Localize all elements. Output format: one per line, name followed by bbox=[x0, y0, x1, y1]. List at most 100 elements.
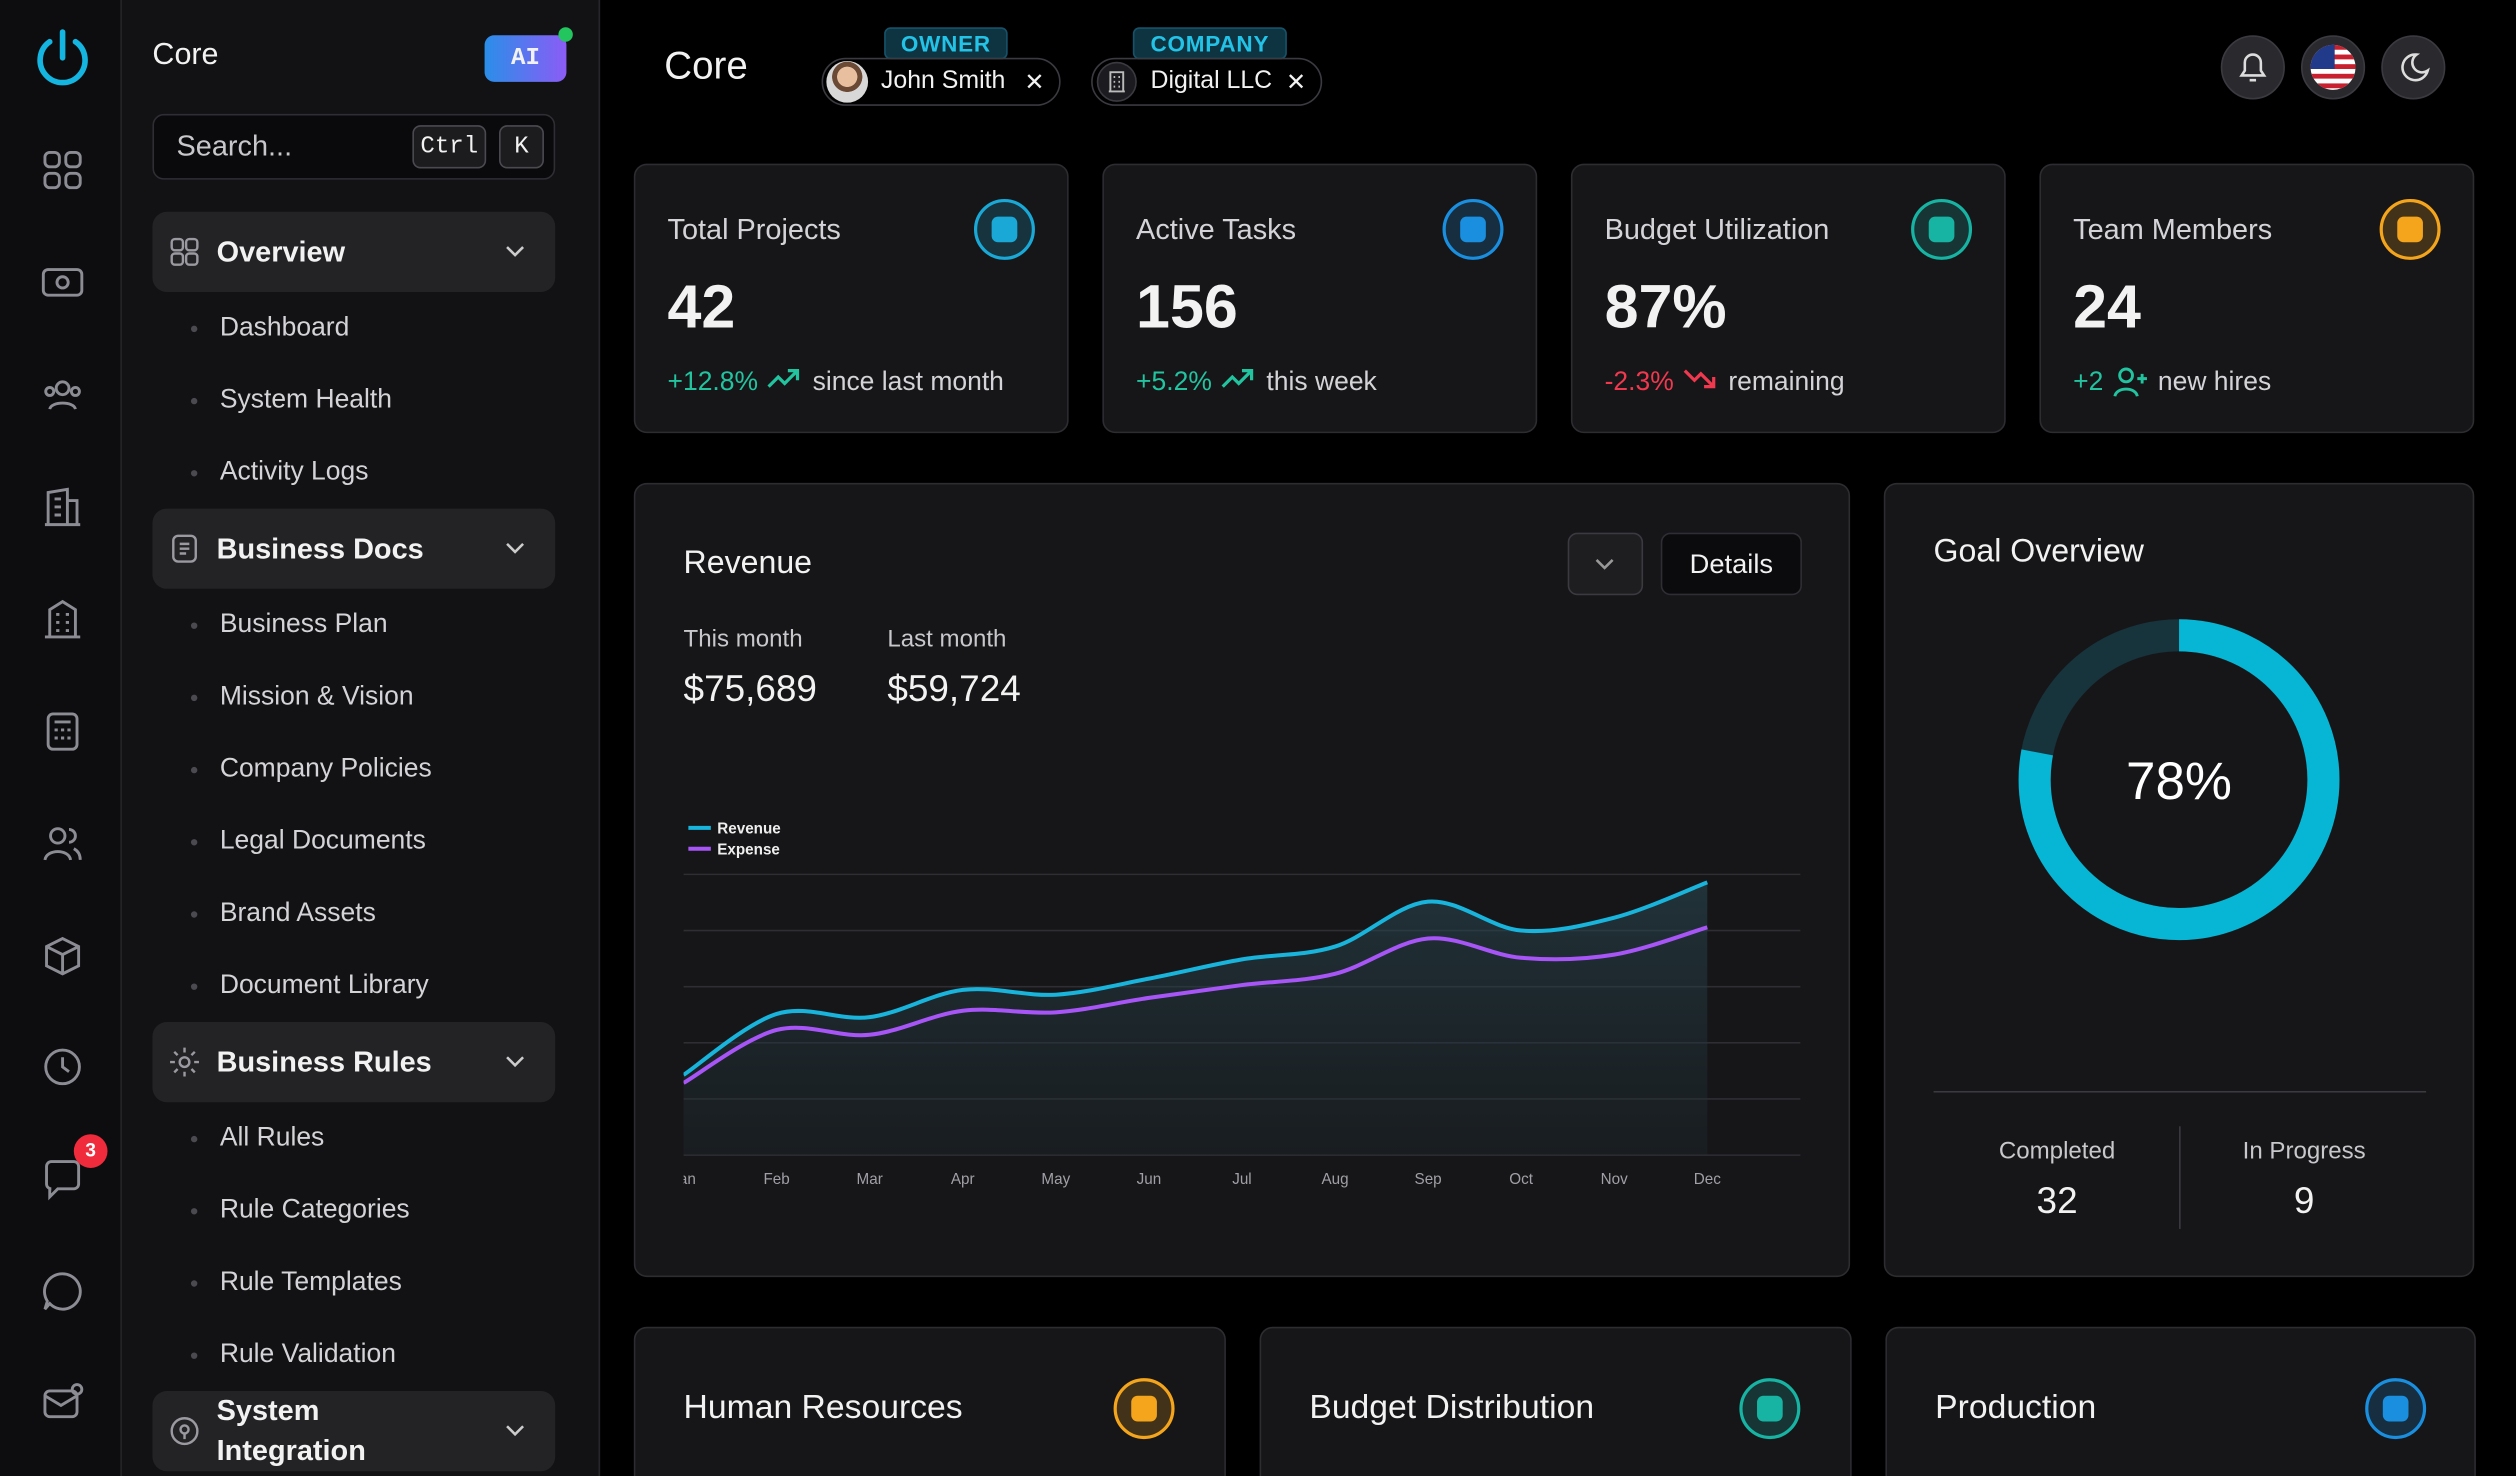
trend-icon bbox=[2113, 367, 2147, 397]
group-label: System Integration bbox=[216, 1394, 366, 1467]
nav-item[interactable]: Activity Logs bbox=[122, 436, 599, 508]
status-dot bbox=[558, 27, 573, 42]
trend-icon bbox=[1221, 369, 1254, 388]
nav-group-header[interactable]: Overview bbox=[152, 211, 556, 292]
notifications-button[interactable] bbox=[2220, 35, 2285, 100]
stat-icon bbox=[973, 198, 1035, 260]
theme-button[interactable] bbox=[2381, 35, 2446, 100]
nav-group-header[interactable]: System Integration bbox=[152, 1390, 556, 1472]
stat-icon bbox=[2379, 198, 2441, 260]
goal-stat-label: Completed bbox=[1998, 1137, 2116, 1165]
nav-item[interactable]: Rule Validation bbox=[122, 1319, 599, 1391]
search-placeholder: Search... bbox=[176, 129, 293, 163]
power-logo[interactable] bbox=[32, 27, 93, 91]
trend-icon bbox=[1683, 369, 1716, 389]
stat-note: new hires bbox=[2157, 366, 2272, 396]
nav-item[interactable]: Rule Categories bbox=[122, 1174, 599, 1246]
legend-label: Expense bbox=[717, 841, 780, 858]
office-icon[interactable] bbox=[40, 597, 85, 642]
donut-value bbox=[2018, 619, 2340, 941]
filter-chip[interactable]: Digital LLC ✕ bbox=[1091, 57, 1323, 106]
nav-item[interactable]: Brand Assets bbox=[122, 878, 599, 950]
company-icon bbox=[1096, 61, 1137, 102]
period-label: Last month bbox=[887, 625, 1007, 653]
nav-item[interactable]: Document Library bbox=[122, 950, 599, 1022]
stat-change: +5.2% bbox=[1136, 366, 1212, 396]
card-title: Production bbox=[1935, 1389, 2097, 1427]
group-label: Business Docs bbox=[216, 531, 424, 564]
x-tick-label: Mar bbox=[857, 1171, 883, 1188]
money-icon[interactable] bbox=[40, 260, 85, 305]
nav-item[interactable]: System Health bbox=[122, 364, 599, 436]
team-icon[interactable] bbox=[40, 372, 85, 417]
nav-item[interactable]: Rule Templates bbox=[122, 1247, 599, 1319]
stat-note: remaining bbox=[1728, 366, 1845, 396]
module-icon bbox=[2365, 1378, 2427, 1440]
group-icon bbox=[172, 534, 197, 563]
kbd-key: K bbox=[499, 125, 544, 169]
nav-item[interactable]: Business Plan bbox=[122, 589, 599, 661]
module-icon bbox=[1739, 1378, 1801, 1440]
sidebar-title: Core bbox=[152, 38, 219, 73]
mail-icon[interactable] bbox=[40, 1380, 85, 1425]
remove-icon[interactable]: ✕ bbox=[1285, 68, 1307, 97]
stat-change: +12.8% bbox=[667, 366, 759, 396]
moon-icon bbox=[2401, 53, 2430, 82]
card-title: Human Resources bbox=[683, 1389, 963, 1427]
goal-card: Goal Overview Completed 32 In Progress 9 bbox=[1883, 482, 2475, 1278]
period-value: $59,724 bbox=[887, 667, 1021, 710]
nav-group-header[interactable]: Business Rules bbox=[152, 1021, 556, 1103]
details-button[interactable]: Details bbox=[1660, 532, 1802, 596]
ai-button[interactable]: AI bbox=[484, 35, 567, 82]
nav-item[interactable]: All Rules bbox=[122, 1102, 599, 1174]
goal-stat-label: In Progress bbox=[2242, 1137, 2366, 1165]
chat-icon[interactable] bbox=[40, 1157, 85, 1202]
stat-change-row: +2 new hires bbox=[2073, 364, 2271, 399]
donut-label: 78% bbox=[2126, 752, 2232, 811]
nav-item[interactable]: Dashboard bbox=[122, 292, 599, 364]
group-label: Overview bbox=[216, 235, 346, 268]
stat-label: Budget Utilization bbox=[1604, 213, 1830, 246]
filter-value: Digital LLC bbox=[1150, 67, 1273, 95]
x-tick-label: Jul bbox=[1232, 1171, 1251, 1188]
grid-icon[interactable] bbox=[40, 148, 85, 193]
stat-icon bbox=[1442, 198, 1504, 260]
group-icon bbox=[170, 237, 199, 266]
x-tick-label: Apr bbox=[951, 1171, 975, 1188]
plot bbox=[683, 873, 1801, 1156]
stat-value: 156 bbox=[1136, 274, 1238, 342]
x-tick-label: Nov bbox=[1601, 1171, 1628, 1188]
period-label: This month bbox=[683, 625, 803, 653]
clock-icon[interactable] bbox=[40, 1044, 85, 1089]
line bbox=[683, 925, 1708, 1085]
nav-item[interactable]: Mission & Vision bbox=[122, 661, 599, 733]
remove-icon[interactable]: ✕ bbox=[1024, 68, 1045, 97]
stat-label: Team Members bbox=[2073, 213, 2273, 246]
bell-icon bbox=[2239, 53, 2267, 82]
chevron-icon bbox=[506, 246, 525, 257]
stat-card: Active Tasks 156 +5.2% this week bbox=[1102, 163, 1538, 434]
search-box[interactable]: Search... Ctrl K bbox=[152, 113, 556, 180]
filter-tag: COMPANY bbox=[1132, 27, 1287, 60]
nav-item[interactable]: Company Policies bbox=[122, 733, 599, 805]
area bbox=[683, 882, 1708, 1156]
stat-label: Total Projects bbox=[667, 213, 841, 246]
message-icon[interactable] bbox=[40, 1269, 85, 1314]
calculator-icon[interactable] bbox=[40, 709, 85, 754]
stat-value: 42 bbox=[667, 274, 736, 342]
building-icon[interactable] bbox=[40, 485, 85, 530]
x-tick-label: May bbox=[1041, 1171, 1070, 1188]
language-button[interactable] bbox=[2300, 35, 2366, 100]
filter-chip[interactable]: John Smith ✕ bbox=[821, 57, 1061, 106]
goal-stat-value: 9 bbox=[2293, 1179, 2315, 1221]
chevron-icon bbox=[1595, 559, 1614, 570]
x-tick-label: Feb bbox=[763, 1171, 789, 1188]
flag-icon bbox=[2310, 44, 2356, 90]
box-icon[interactable] bbox=[40, 934, 85, 979]
users-icon[interactable] bbox=[40, 821, 85, 866]
nav-item[interactable]: Legal Documents bbox=[122, 805, 599, 877]
period-dropdown[interactable] bbox=[1567, 532, 1644, 596]
avatar bbox=[826, 60, 869, 103]
nav-group-header[interactable]: Business Docs bbox=[152, 508, 556, 589]
